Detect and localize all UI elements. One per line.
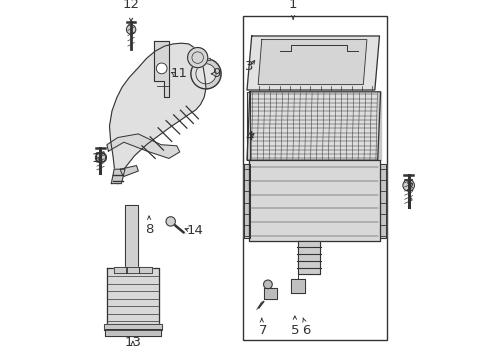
Polygon shape xyxy=(104,324,162,330)
Text: 8: 8 xyxy=(144,223,153,236)
Polygon shape xyxy=(291,279,305,293)
Text: 9: 9 xyxy=(212,67,220,80)
Polygon shape xyxy=(107,134,179,158)
Polygon shape xyxy=(246,92,249,160)
Text: 3: 3 xyxy=(244,60,253,73)
Polygon shape xyxy=(258,40,366,85)
Polygon shape xyxy=(379,164,385,238)
Text: 4: 4 xyxy=(244,130,253,143)
Polygon shape xyxy=(246,92,380,160)
Polygon shape xyxy=(106,268,159,329)
Circle shape xyxy=(187,48,207,68)
Polygon shape xyxy=(202,58,209,60)
Polygon shape xyxy=(114,267,126,273)
Text: 10: 10 xyxy=(91,152,108,165)
Polygon shape xyxy=(264,288,276,299)
Circle shape xyxy=(126,25,136,34)
Text: 12: 12 xyxy=(122,0,139,11)
Polygon shape xyxy=(297,241,320,274)
Circle shape xyxy=(190,59,221,89)
Circle shape xyxy=(196,64,216,84)
Circle shape xyxy=(156,63,167,74)
Circle shape xyxy=(166,217,175,226)
Polygon shape xyxy=(377,92,380,160)
Text: 13: 13 xyxy=(124,336,141,349)
Polygon shape xyxy=(139,267,152,273)
Polygon shape xyxy=(125,205,138,267)
Text: 11: 11 xyxy=(170,67,187,80)
Text: 5: 5 xyxy=(290,324,299,337)
Circle shape xyxy=(402,180,413,191)
Text: 14: 14 xyxy=(186,224,203,237)
Circle shape xyxy=(95,153,105,163)
Polygon shape xyxy=(120,166,138,176)
Polygon shape xyxy=(154,41,168,97)
Polygon shape xyxy=(109,43,205,184)
Polygon shape xyxy=(105,329,161,336)
Text: 1: 1 xyxy=(288,0,297,11)
Polygon shape xyxy=(248,160,379,241)
Polygon shape xyxy=(246,36,379,90)
Text: 7: 7 xyxy=(258,324,267,337)
Text: 6: 6 xyxy=(302,324,310,337)
Text: 2: 2 xyxy=(405,181,413,194)
Circle shape xyxy=(263,280,272,289)
Polygon shape xyxy=(111,169,125,184)
Polygon shape xyxy=(126,267,139,273)
Bar xyxy=(242,16,386,340)
Polygon shape xyxy=(244,164,249,238)
